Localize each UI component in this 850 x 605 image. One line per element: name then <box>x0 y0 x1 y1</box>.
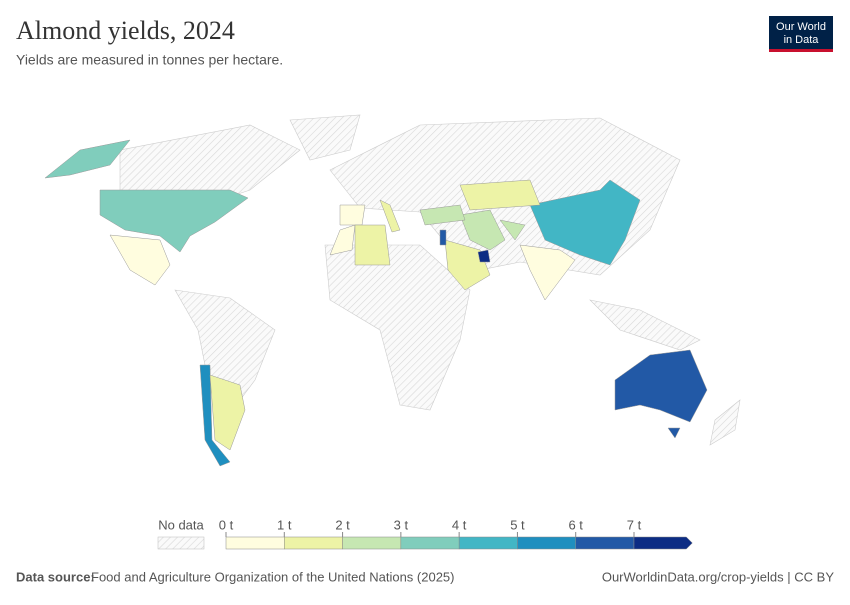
legend-bin <box>633 536 693 550</box>
logo[interactable] <box>769 16 833 52</box>
land <box>589 299 701 351</box>
map <box>44 114 741 467</box>
legend-bin <box>400 536 460 550</box>
source-label: Data source: <box>16 569 95 584</box>
land <box>289 114 361 161</box>
legend-bin <box>575 536 635 550</box>
legend-tick-label: 3 t <box>394 517 409 532</box>
logo-text: Our World <box>776 21 826 33</box>
legend-bin <box>225 536 285 550</box>
country <box>99 189 249 253</box>
country <box>329 224 356 256</box>
country <box>379 199 401 233</box>
legend-tick-label: 2 t <box>335 517 350 532</box>
country <box>109 234 171 286</box>
legend-tick-label: 6 t <box>568 517 583 532</box>
country <box>614 349 708 423</box>
country <box>459 179 541 211</box>
legend-tick-label: 4 t <box>452 517 467 532</box>
legend-tick-label: 0 t <box>219 517 234 532</box>
country <box>199 364 231 467</box>
country <box>44 139 131 179</box>
country <box>419 204 466 226</box>
land <box>324 244 471 411</box>
logo-text: in Data <box>784 34 820 46</box>
country <box>339 204 366 226</box>
subtitle: Yields are measured in tonnes per hectar… <box>16 52 283 68</box>
source: Food and Agriculture Organization of the… <box>91 569 455 584</box>
country <box>439 229 447 246</box>
legend-bin <box>517 536 576 550</box>
legend-label: No data <box>158 517 204 532</box>
country <box>354 224 391 266</box>
legend-bin <box>284 536 343 550</box>
legend-tick-label: 1 t <box>277 517 292 532</box>
country <box>519 244 576 301</box>
country <box>499 219 526 241</box>
link[interactable]: OurWorldinData.org/crop-yields | CC BY <box>602 569 834 584</box>
country <box>209 374 246 451</box>
country <box>459 209 506 251</box>
land <box>709 399 741 446</box>
no-data-swatch <box>157 536 205 550</box>
legend: No data 0 t 1 t 2 t 3 t 4 t 5 t 6 t 7 t <box>157 517 693 550</box>
legend-tick-label: 5 t <box>510 517 525 532</box>
logo-bar <box>769 49 833 52</box>
country <box>529 179 641 266</box>
country <box>477 249 491 263</box>
legend-tick-label: 7 t <box>627 517 642 532</box>
title: Almond yields, 2024 <box>16 16 235 45</box>
country <box>667 427 681 439</box>
land <box>119 124 301 201</box>
legend-bin <box>342 536 402 550</box>
legend-bin <box>458 536 518 550</box>
